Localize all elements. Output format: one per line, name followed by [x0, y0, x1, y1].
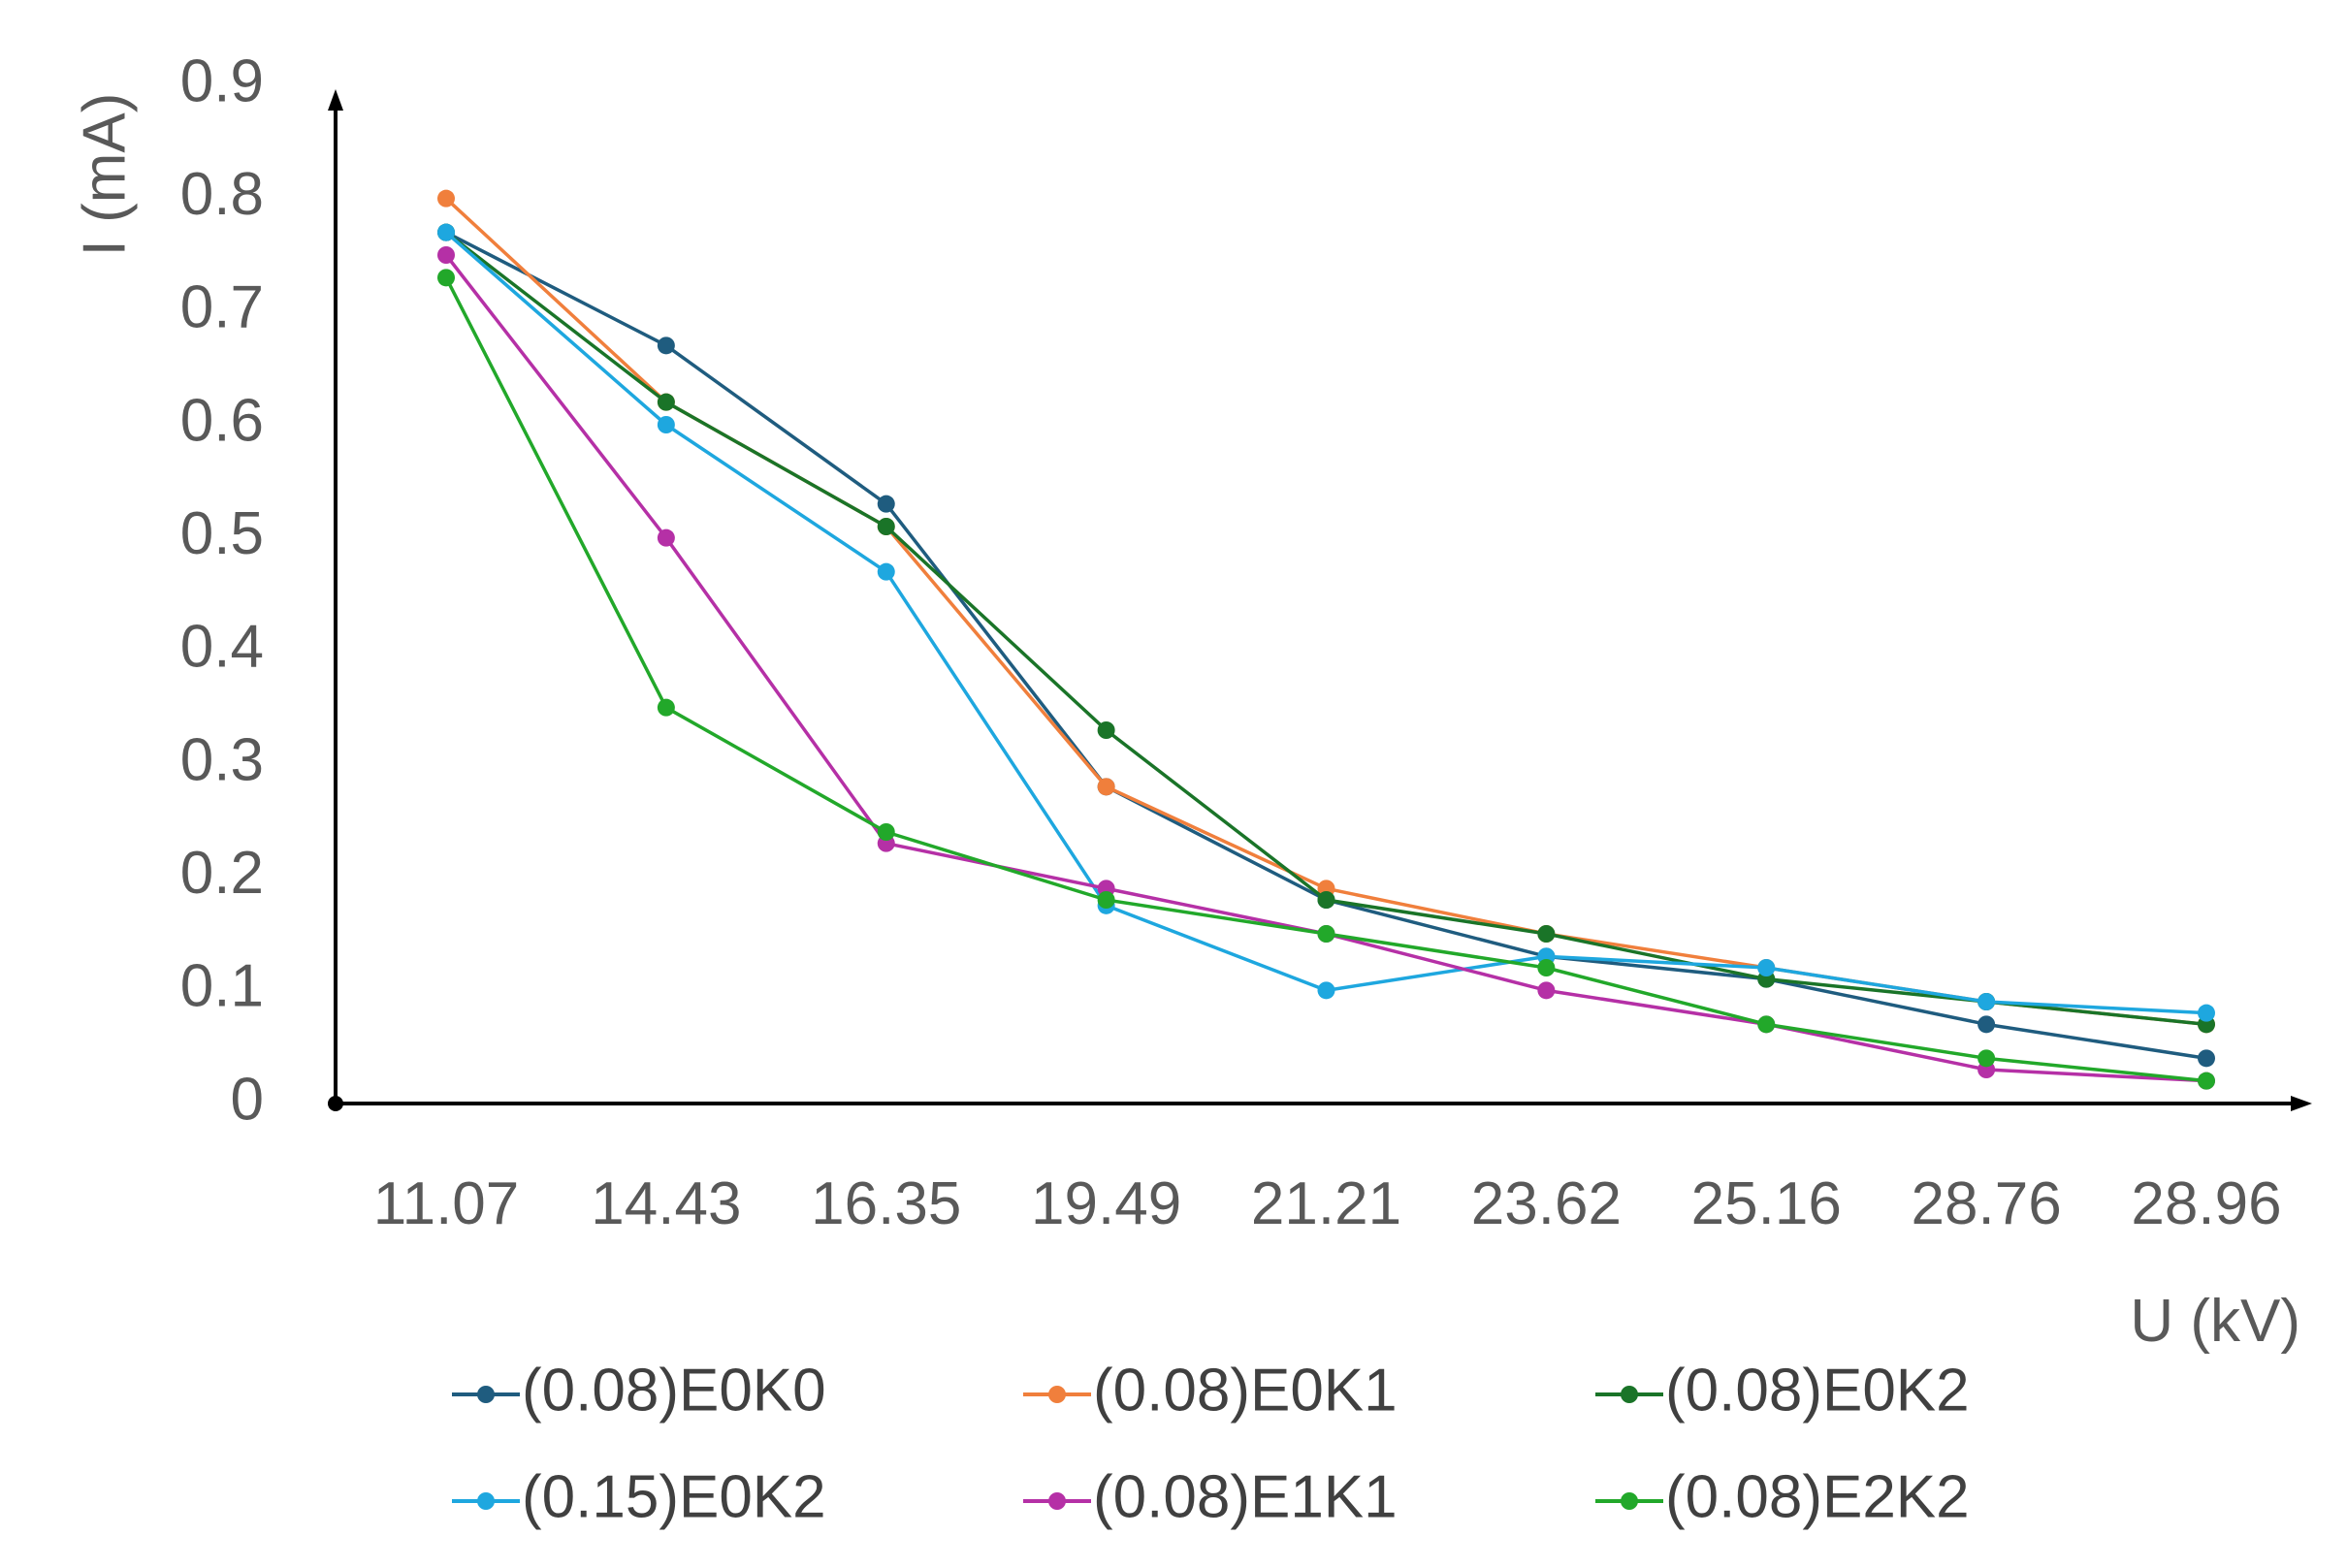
x-tick-label: 11.07	[373, 1170, 520, 1237]
y-tick-label: 0	[231, 1066, 264, 1133]
y-tick-label: 0.2	[180, 840, 264, 907]
data-point	[877, 495, 895, 513]
data-point	[1757, 1015, 1776, 1034]
legend-item: (0.08)E0K1	[1023, 1357, 1398, 1424]
x-tick-label: 19.49	[1031, 1170, 1181, 1237]
x-tick-label: 21.21	[1251, 1170, 1401, 1237]
legend: (0.08)E0K0 (0.08)E0K1 (0.08)E0K2 (0.15)E0K2…	[452, 1357, 1970, 1530]
data-point	[2198, 1004, 2215, 1022]
y-tick-labels: 0 0.1 0.2 0.3 0.4 0.5 0.6 0.7 0.8 0.9	[180, 48, 264, 1133]
data-point	[1097, 778, 1115, 796]
data-point	[657, 416, 675, 433]
x-axis-arrow	[2291, 1096, 2312, 1111]
legend-item: (0.08)E1K1	[1023, 1463, 1398, 1530]
axes	[328, 89, 2312, 1111]
data-point	[437, 223, 455, 241]
y-tick-label: 0.5	[180, 500, 264, 567]
y-tick-label: 0.1	[180, 953, 264, 1020]
x-tick-label: 28.76	[1912, 1170, 2062, 1237]
y-axis-title: I (mA)	[71, 93, 138, 257]
legend-marker	[1621, 1386, 1638, 1403]
legend-marker	[1048, 1492, 1066, 1510]
x-axis-title: U (kV)	[2130, 1288, 2300, 1355]
legend-marker	[477, 1386, 495, 1403]
legend-label: (0.08)E0K1	[1093, 1357, 1398, 1424]
y-tick-label: 0.8	[180, 161, 264, 228]
data-point	[657, 393, 675, 411]
data-point	[1317, 891, 1335, 909]
legend-marker	[1048, 1386, 1066, 1403]
legend-label: (0.08)E0K2	[1665, 1357, 1970, 1424]
data-point	[1977, 993, 1996, 1010]
y-tick-label: 0.3	[180, 726, 264, 793]
legend-marker	[477, 1492, 495, 1510]
x-tick-label: 14.43	[591, 1170, 741, 1237]
series-group	[437, 269, 2215, 1090]
data-point	[1097, 721, 1115, 739]
series-group	[437, 223, 2215, 1034]
y-tick-label: 0.4	[180, 614, 264, 681]
y-axis-arrow	[328, 89, 343, 111]
data-point	[657, 336, 675, 355]
data-point	[1977, 1049, 1996, 1068]
x-tick-label: 25.16	[1691, 1170, 1842, 1237]
data-point	[1537, 981, 1556, 1000]
legend-item: (0.08)E2K2	[1595, 1463, 1970, 1530]
data-point	[1537, 959, 1556, 976]
series-line	[444, 276, 2207, 1083]
data-point	[437, 246, 455, 264]
legend-item: (0.08)E0K0	[452, 1357, 826, 1424]
legend-label: (0.08)E1K1	[1093, 1463, 1398, 1530]
axis-origin-dot	[328, 1096, 343, 1111]
legend-label: (0.08)E0K0	[522, 1357, 826, 1424]
series-layer	[437, 189, 2215, 1090]
data-point	[437, 189, 455, 208]
data-point	[2198, 1049, 2215, 1068]
data-point	[877, 823, 895, 841]
data-point	[657, 528, 675, 547]
y-tick-label: 0.9	[180, 48, 264, 114]
data-point	[657, 698, 675, 717]
y-tick-label: 0.6	[180, 387, 264, 454]
data-point	[437, 269, 455, 287]
data-point	[877, 562, 895, 581]
legend-item: (0.08)E0K2	[1595, 1357, 1970, 1424]
data-point	[1977, 1015, 1996, 1034]
legend-label: (0.08)E2K2	[1665, 1463, 1970, 1530]
data-point	[1317, 925, 1335, 943]
data-point	[1537, 925, 1556, 943]
x-tick-label: 16.35	[811, 1170, 961, 1237]
legend-marker	[1621, 1492, 1638, 1510]
x-tick-labels: 11.07 14.43 16.35 19.49 21.21 23.62 25.16 28.76…	[373, 1170, 2282, 1237]
x-tick-label: 23.62	[1471, 1170, 1622, 1237]
data-point	[1317, 981, 1335, 1000]
x-tick-label: 28.96	[2131, 1170, 2281, 1237]
legend-item: (0.15)E0K2	[452, 1463, 826, 1530]
data-point	[877, 518, 895, 535]
data-point	[1097, 891, 1115, 909]
data-point	[2198, 1072, 2215, 1090]
y-tick-label: 0.7	[180, 274, 264, 341]
data-point	[1757, 959, 1776, 976]
legend-label: (0.15)E0K2	[522, 1463, 826, 1530]
series-group	[437, 223, 2215, 1022]
